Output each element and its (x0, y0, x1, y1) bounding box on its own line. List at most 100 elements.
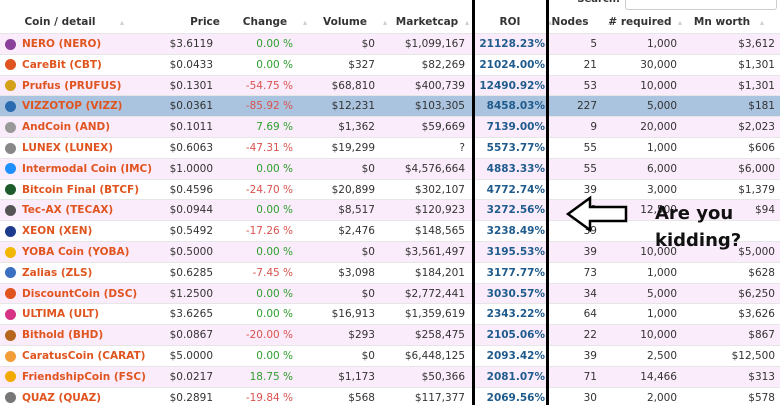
cell: $867 (748, 329, 775, 342)
cell: $0 (361, 162, 375, 175)
cell: 1,000 (646, 266, 677, 279)
cell: 39 (583, 350, 597, 362)
cell: $0 (361, 287, 375, 300)
roi-value: 2343.22% (486, 308, 545, 321)
table-row[interactable]: Bithold (BHD) $0.0867 -20.00 % $293 $258,475… (0, 324, 780, 345)
change-value: -19.84 % (245, 391, 293, 404)
coin-name[interactable]: Intermodal Coin (IMC) (22, 162, 153, 175)
table-row[interactable]: VIZZOTOP (VIZZ) $0.0361 -85.92 % $12,231 $10… (0, 95, 780, 117)
cell: $0.2891 (169, 391, 213, 404)
coin-icon (5, 163, 16, 175)
column-header[interactable]: Nodes (551, 16, 589, 28)
cell: $184,201 (414, 266, 465, 279)
coin-name[interactable]: ULTIMA (ULT) (22, 308, 100, 321)
sort-icon: ▴ (243, 18, 248, 27)
coin-icon (5, 121, 16, 133)
coin-name[interactable]: AndCoin (AND) (22, 121, 110, 134)
table-row[interactable]: CaratusCoin (CARAT) $5.0000 0.00 % $0 $6,448… (0, 345, 780, 366)
table-row[interactable]: DiscountCoin (DSC) $1.2500 0.00 % $0 $2,772,… (0, 282, 780, 304)
column-header[interactable]: Marketcap (395, 16, 459, 28)
cell: $12,231 (331, 100, 375, 113)
coin-name[interactable]: YOBA Coin (YOBA) (22, 246, 130, 258)
cell: 3,000 (646, 183, 677, 196)
coin-icon (5, 308, 16, 320)
table-row[interactable]: NERO (NERO) $3.6119 0.00 % $0 $1,099,167 2112… (0, 33, 780, 54)
coin-name[interactable]: Prufus (PRUFUS) (22, 79, 122, 92)
cell: $103,305 (414, 100, 465, 113)
coin-name[interactable]: Bitcoin Final (BTCF) (22, 183, 140, 196)
change-value: -20.00 % (245, 329, 293, 342)
cell: 34 (583, 287, 597, 300)
sort-icon: ▴ (678, 18, 683, 27)
cell: $0.4596 (169, 183, 213, 196)
cell: $16,913 (331, 308, 375, 321)
coin-name[interactable]: Zalias (ZLS) (22, 266, 93, 279)
table-row[interactable]: CareBit (CBT) $0.0433 0.00 % $327 $82,269 210… (0, 53, 780, 75)
table-row[interactable]: FriendshipCoin (FSC) $0.0217 18.75 % $1,173… (0, 365, 780, 387)
coin-name[interactable]: QUAZ (QUAZ) (22, 391, 101, 404)
cell: 39 (583, 204, 597, 217)
table-row[interactable]: AndCoin (AND) $0.1011 7.69 % $1,362 $59,669 7… (0, 116, 780, 137)
cell: 10,000 (640, 79, 677, 92)
table-row[interactable]: Intermodal Coin (IMC) $1.0000 0.00 % $0 $4,5… (0, 157, 780, 179)
cell: $1.2500 (169, 287, 213, 300)
coin-name[interactable]: CareBit (CBT) (22, 58, 102, 71)
roi-value: 12490.92% (479, 79, 545, 92)
coin-name[interactable]: LUNEX (LUNEX) (22, 142, 114, 154)
cell: $3.6265 (169, 308, 213, 321)
change-value: -24.70 % (245, 183, 293, 196)
cell: $6,448,125 (404, 350, 465, 362)
coin-name[interactable]: VIZZOTOP (VIZZ) (22, 100, 123, 113)
sort-icon: ▴ (760, 18, 765, 27)
coin-name[interactable]: Tec-AX (TECAX) (22, 204, 114, 217)
coin-icon (5, 392, 16, 404)
column-header[interactable]: Change (242, 16, 288, 28)
coin-name[interactable]: XEON (XEN) (22, 225, 93, 238)
search-input[interactable] (625, 0, 777, 10)
coin-icon (5, 225, 16, 237)
cell: $628 (748, 266, 775, 279)
cell: $0.5492 (169, 225, 213, 238)
column-header[interactable]: ROI (499, 16, 521, 28)
cell: $2,023 (738, 121, 775, 134)
coin-icon (5, 329, 16, 341)
table-row[interactable]: Zalias (ZLS) $0.6285 -7.45 % $3,098 $184,201… (0, 261, 780, 283)
cell: $3,561,497 (404, 246, 465, 258)
cell: 10,000 (640, 329, 677, 342)
cell: 21 (583, 58, 597, 71)
change-value: -54.75 % (245, 79, 293, 92)
coin-icon (5, 38, 16, 50)
cell: $1,099,167 (404, 38, 465, 50)
table-row[interactable]: Bitcoin Final (BTCF) $0.4596 -24.70 % $20,8… (0, 178, 780, 200)
roi-value: 3030.57% (486, 287, 545, 300)
coin-name[interactable]: Bithold (BHD) (22, 329, 104, 342)
cell: 6,000 (646, 162, 677, 175)
cell: 10,000 (640, 246, 677, 258)
table-row[interactable]: LUNEX (LUNEX) $0.6063 -47.31 % $19,299? 5573… (0, 137, 780, 158)
table-row[interactable]: ULTIMA (ULT) $3.6265 0.00 % $16,913 $1,359,6… (0, 303, 780, 325)
annotation-line: Are you (655, 203, 734, 224)
column-header[interactable]: # required (608, 16, 672, 28)
coin-name[interactable]: NERO (NERO) (22, 38, 102, 50)
table-row[interactable]: Prufus (PRUFUS) $0.1301 -54.75 % $68,810 $40… (0, 74, 780, 96)
coin-icon (5, 371, 16, 383)
roi-value: 3238.49% (486, 225, 545, 238)
table-row[interactable]: QUAZ (QUAZ) $0.2891 -19.84 % $568 $117,377 20… (0, 386, 780, 405)
column-header[interactable]: Coin / detail (24, 16, 96, 28)
sort-icon: ▴ (548, 18, 553, 27)
change-value: -7.45 % (252, 266, 293, 279)
roi-value: 3177.77% (486, 266, 545, 279)
coin-name[interactable]: CaratusCoin (CARAT) (22, 350, 146, 362)
roi-value: 5573.77% (486, 142, 545, 154)
cell: $0 (361, 38, 375, 50)
sort-icon: ▴ (383, 18, 388, 27)
column-header[interactable]: Mn worth (693, 16, 751, 28)
cell: $0.0361 (169, 100, 213, 113)
coin-name[interactable]: FriendshipCoin (FSC) (22, 370, 146, 383)
cell: 5 (590, 38, 597, 50)
coin-icon (5, 350, 16, 362)
cell: $258,475 (414, 329, 465, 342)
column-header[interactable]: Volume (323, 16, 367, 28)
column-header[interactable]: Price (190, 16, 220, 28)
coin-name[interactable]: DiscountCoin (DSC) (22, 287, 138, 300)
